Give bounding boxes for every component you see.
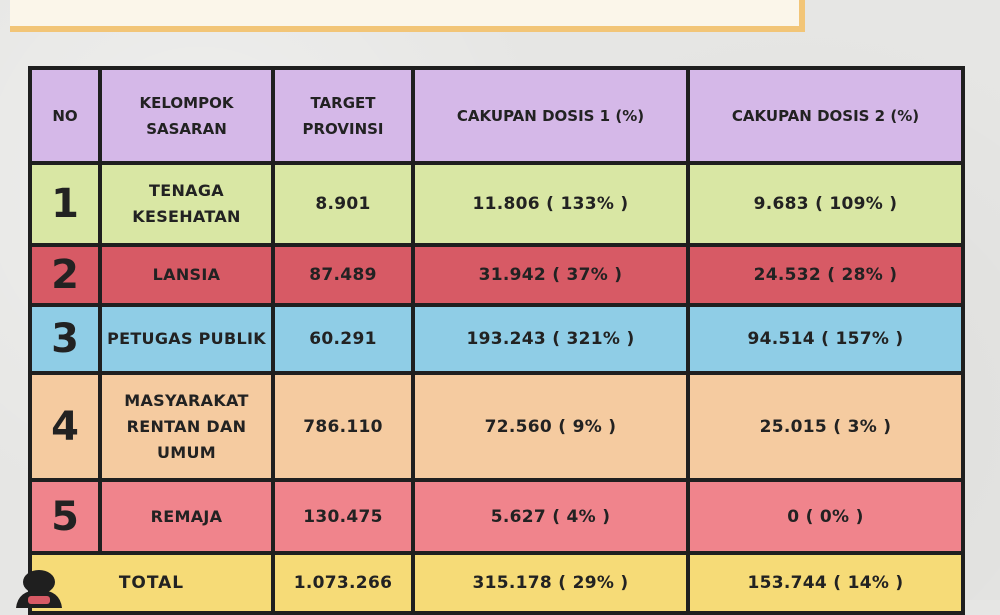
row-target: 87.489 [271,243,415,307]
table-row: 2 LANSIA 87.489 31.942 ( 37% ) 24.532 ( … [28,243,965,307]
header-kelompok: KELOMPOK SASARAN [98,66,275,165]
row-kelompok: REMAJA [98,478,275,555]
table-total-row: TOTAL 1.073.266 315.178 ( 29% ) 153.744 … [28,551,965,615]
row-dosis2: 0 ( 0% ) [686,478,965,555]
row-kelompok: MASYARAKAT RENTAN DAN UMUM [98,371,275,482]
row-kelompok: LANSIA [98,243,275,307]
row-dosis1: 72.560 ( 9% ) [411,371,690,482]
row-dosis2: 9.683 ( 109% ) [686,161,965,247]
row-dosis1: 193.243 ( 321% ) [411,303,690,375]
row-kelompok: TENAGA KESEHATAN [98,161,275,247]
row-dosis1: 11.806 ( 133% ) [411,161,690,247]
header-dosis1: CAKUPAN DOSIS 1 (%) [411,66,690,165]
title-banner [10,0,805,32]
total-label: TOTAL [118,573,185,593]
table-row: 3 PETUGAS PUBLIK 60.291 193.243 ( 321% )… [28,303,965,375]
row-dosis2: 94.514 ( 157% ) [686,303,965,375]
header-no: NO [28,66,102,165]
row-target: 8.901 [271,161,415,247]
table-row: 4 MASYARAKAT RENTAN DAN UMUM 786.110 72.… [28,371,965,482]
row-dosis2: 24.532 ( 28% ) [686,243,965,307]
row-target: 60.291 [271,303,415,375]
row-number: 3 [28,303,102,375]
person-icon [16,570,62,608]
vaccination-coverage-table: NO KELOMPOK SASARAN TARGET PROVINSI CAKU… [28,66,965,615]
table-row: 5 REMAJA 130.475 5.627 ( 4% ) 0 ( 0% ) [28,478,965,555]
header-dosis2: CAKUPAN DOSIS 2 (%) [686,66,965,165]
table-header-row: NO KELOMPOK SASARAN TARGET PROVINSI CAKU… [28,66,965,165]
row-target: 786.110 [271,371,415,482]
row-dosis1: 31.942 ( 37% ) [411,243,690,307]
header-target: TARGET PROVINSI [271,66,415,165]
row-number: 1 [28,161,102,247]
total-target: 1.073.266 [271,551,415,615]
row-target: 130.475 [271,478,415,555]
row-kelompok: PETUGAS PUBLIK [98,303,275,375]
total-dosis1: 315.178 ( 29% ) [411,551,690,615]
row-dosis2: 25.015 ( 3% ) [686,371,965,482]
row-number: 4 [28,371,102,482]
row-number: 2 [28,243,102,307]
table-row: 1 TENAGA KESEHATAN 8.901 11.806 ( 133% )… [28,161,965,247]
row-dosis1: 5.627 ( 4% ) [411,478,690,555]
row-number: 5 [28,478,102,555]
total-dosis2: 153.744 ( 14% ) [686,551,965,615]
